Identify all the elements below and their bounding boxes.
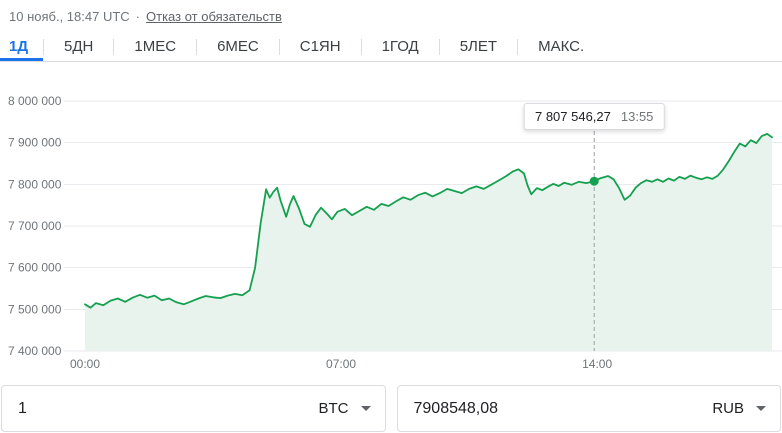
y-axis-label: 7 400 000 — [8, 344, 62, 358]
tab-divider — [113, 38, 115, 55]
tab-divider — [438, 38, 440, 55]
tooltip-value: 7 807 546,27 — [534, 109, 611, 124]
to-currency-select[interactable]: RUB — [712, 400, 766, 417]
tab-divider — [278, 38, 280, 55]
disclaimer-link[interactable]: Отказ от обязательств — [146, 9, 282, 24]
y-axis-label: 7 500 000 — [8, 302, 62, 316]
result-box[interactable]: RUB — [396, 385, 781, 432]
y-axis-label: 7 800 000 — [8, 177, 62, 191]
tab-5d[interactable]: 5ДН — [64, 38, 94, 55]
timestamp-label: 10 нояб., 18:47 UTC — [9, 9, 130, 24]
tab-5y[interactable]: 5ЛЕТ — [459, 38, 498, 55]
tab-divider — [517, 38, 519, 55]
x-axis-label: 14:00 — [582, 357, 612, 371]
time-range-tabs: 1Д 5ДН 1МЕС 6МЕС С1ЯН 1ГОД 5ЛЕТ МАКС. — [0, 32, 782, 62]
dropdown-caret-icon — [360, 406, 371, 411]
y-axis-label: 7 900 000 — [8, 136, 62, 150]
tab-1m[interactable]: 1МЕС — [134, 38, 177, 55]
header-dot-separator: · — [135, 9, 141, 24]
tab-max[interactable]: МАКС. — [538, 38, 585, 55]
currency-converter: BTC RUB — [1, 385, 781, 432]
tab-6m[interactable]: 6МЕС — [217, 38, 259, 55]
tooltip-time: 13:55 — [620, 109, 654, 124]
price-line — [84, 133, 773, 309]
from-currency-label: BTC — [318, 400, 349, 417]
y-axis-label: 8 000 000 — [8, 94, 62, 108]
tab-divider — [43, 38, 45, 55]
tab-1d[interactable]: 1Д — [0, 32, 43, 61]
dropdown-caret-icon — [756, 406, 766, 411]
chart-tooltip: 7 807 546,27 13:55 — [523, 103, 665, 130]
to-currency-label: RUB — [712, 400, 744, 417]
header: 10 нояб., 18:47 UTC · Отказ от обязатель… — [0, 0, 782, 24]
x-axis-label: 07:00 — [326, 357, 356, 371]
amount-box[interactable]: BTC — [1, 385, 386, 432]
amount-input[interactable] — [18, 399, 319, 418]
price-chart-svg[interactable]: 8 000 000 7 900 000 7 800 000 7 700 000 7 60… — [0, 62, 782, 372]
price-area-fill — [85, 133, 772, 351]
tooltip-dot — [589, 176, 599, 186]
x-axis-label: 00:00 — [70, 357, 100, 371]
tab-divider — [196, 38, 198, 55]
y-axis-label: 7 700 000 — [8, 219, 62, 233]
from-currency-select[interactable]: BTC — [319, 400, 371, 417]
tab-1y[interactable]: 1ГОД — [381, 38, 419, 55]
result-input[interactable] — [413, 399, 713, 418]
y-axis-label: 7 600 000 — [8, 261, 62, 275]
tab-ytd[interactable]: С1ЯН — [299, 38, 341, 55]
price-chart-area[interactable]: 8 000 000 7 900 000 7 800 000 7 700 000 7 60… — [0, 62, 782, 372]
tab-divider — [360, 38, 362, 55]
